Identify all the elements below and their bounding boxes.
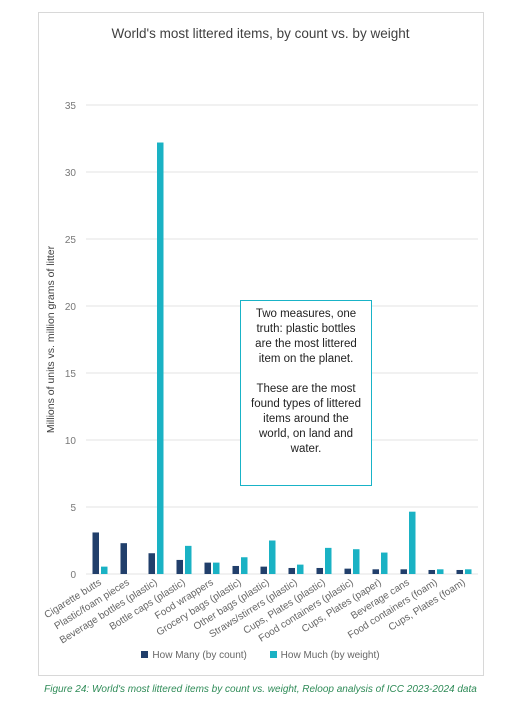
bar-weight — [353, 549, 360, 574]
y-tick-label: 30 — [65, 168, 77, 179]
bar-count — [120, 543, 127, 574]
bar-count — [92, 532, 99, 574]
bar-count — [260, 566, 267, 574]
bar-weight — [101, 566, 108, 574]
bar-count — [428, 569, 435, 574]
bar-weight — [325, 547, 332, 574]
bar-weight — [157, 142, 164, 574]
bar-weight — [465, 569, 472, 574]
y-tick-label: 25 — [65, 235, 77, 246]
y-tick-label: 35 — [65, 101, 77, 112]
bar-weight — [185, 545, 192, 574]
bar-weight — [241, 557, 248, 574]
bar-count — [176, 559, 183, 574]
bar-weight — [297, 564, 304, 574]
y-axis-label: Millions of units vs. million grams of l… — [45, 245, 57, 433]
y-tick-label: 15 — [65, 369, 77, 380]
bar-count — [372, 569, 379, 574]
bar-weight — [213, 562, 220, 574]
bar-count — [316, 567, 323, 574]
callout-box: Two measures, one truth: plastic bottles… — [240, 300, 372, 486]
y-tick-label: 5 — [70, 503, 76, 514]
legend: How Many (by count) How Much (by weight) — [0, 650, 521, 661]
bar-count — [344, 568, 351, 574]
bar-weight — [381, 552, 388, 574]
bar-count — [456, 569, 463, 574]
callout-text-1: Two measures, one truth: plastic bottles… — [255, 308, 357, 365]
bar-count — [400, 569, 407, 574]
bar-weight — [269, 540, 276, 574]
legend-swatch-weight — [269, 651, 277, 658]
legend-item-count: How Many (by count) — [141, 650, 247, 661]
bar-weight — [437, 569, 444, 574]
legend-swatch-count — [141, 651, 149, 658]
legend-item-weight: How Much (by weight) — [269, 650, 380, 661]
bar-count — [204, 562, 211, 574]
chart-title: World's most littered items, by count vs… — [111, 26, 410, 41]
legend-label-count: How Many (by count) — [152, 650, 247, 661]
bar-count — [148, 553, 155, 574]
bar-count — [232, 565, 239, 574]
callout-text-2: These are the most found types of litter… — [251, 383, 361, 455]
bar-count — [288, 567, 295, 574]
y-tick-label: 10 — [65, 436, 77, 447]
y-tick-label: 0 — [70, 570, 76, 581]
bar-weight — [409, 511, 416, 574]
y-tick-label: 20 — [65, 302, 77, 313]
legend-label-weight: How Much (by weight) — [280, 650, 380, 661]
figure-caption: Figure 24: World's most littered items b… — [44, 684, 477, 695]
